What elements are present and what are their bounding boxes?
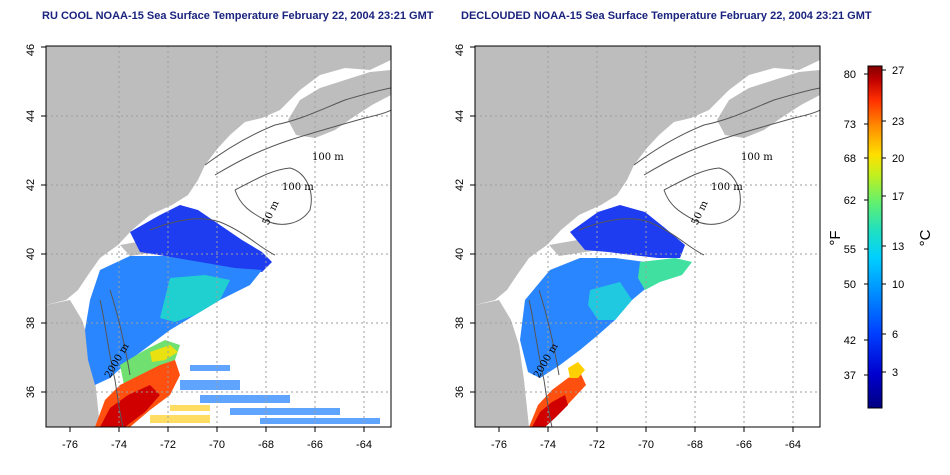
right-grid: [475, 46, 820, 427]
celsius-tick-label: 6: [892, 329, 898, 341]
left-lat-tick: 42: [25, 179, 37, 191]
right-land-mass: [475, 46, 820, 305]
right-shelf-water-cold: [570, 205, 685, 258]
left-y-axis: 36 38 40 42 44 46: [25, 44, 46, 398]
fahrenheit-tick-label: 55: [844, 244, 856, 256]
left-lon-tick: -72: [160, 439, 176, 451]
right-lon-tick: -64: [785, 439, 801, 451]
right-lon-tick: -70: [638, 439, 654, 451]
right-lon-tick: -68: [687, 439, 703, 451]
temperature-colorbar: 80 73 68 62 55 50 42 37 27 23 20 17 13 1…: [827, 65, 934, 409]
colorbar-celsius-ticks: 27 23 20 17 13 10 6 3: [882, 65, 904, 379]
celsius-tick-label: 10: [892, 279, 904, 291]
celsius-tick-label: 17: [892, 191, 904, 203]
right-y-axis: 36 38 40 42 44 46: [454, 44, 475, 398]
left-lat-tick: 46: [25, 44, 37, 56]
fahrenheit-tick-label: 80: [844, 69, 856, 81]
fahrenheit-tick-label: 73: [844, 119, 856, 131]
left-lon-tick: -76: [62, 439, 78, 451]
left-x-axis: -76 -74 -72 -70 -68 -66 -64: [62, 427, 372, 451]
right-map-title: DECLOUDED NOAA-15 Sea Surface Temperatur…: [461, 10, 872, 22]
left-contours: [99, 87, 391, 427]
right-contour-label-100m-b: 100 m: [711, 182, 743, 193]
right-slope-water-teal: [588, 282, 632, 320]
right-lat-tick: 36: [454, 386, 466, 398]
left-lon-tick: -74: [111, 439, 127, 451]
colorbar-fahrenheit-ticks: 80 73 68 62 55 50 42 37: [844, 69, 868, 382]
left-contour-label-100m-a: 100 m: [312, 152, 344, 163]
celsius-tick-label: 27: [892, 65, 904, 77]
left-lat-tick: 40: [25, 248, 37, 260]
right-lat-tick: 42: [454, 179, 466, 191]
left-lon-tick: -66: [307, 439, 323, 451]
colorbar-gradient: [867, 65, 883, 409]
left-contour-label-100m-b: 100 m: [282, 182, 314, 193]
celsius-unit-label: °C: [917, 229, 934, 246]
celsius-tick-label: 20: [892, 153, 904, 165]
right-contour-label-100m-a: 100 m: [741, 152, 773, 163]
fahrenheit-tick-label: 62: [844, 195, 856, 207]
right-sst-map: 100 m 100 m 50 m 2000 m -76 -74 -72 -70 …: [454, 44, 821, 451]
left-lat-tick: 36: [25, 386, 37, 398]
right-lon-tick: -72: [589, 439, 605, 451]
right-contours: [528, 87, 820, 427]
left-lon-tick: -70: [209, 439, 225, 451]
left-grid: [46, 46, 391, 427]
right-lon-tick: -66: [736, 439, 752, 451]
left-gulf-stream-hot: [100, 385, 160, 427]
right-gulf-stream-hot: [532, 395, 568, 427]
right-lat-tick: 46: [454, 44, 466, 56]
right-lat-tick: 40: [454, 248, 466, 260]
right-lat-tick: 44: [454, 110, 466, 122]
right-lon-tick: -76: [491, 439, 507, 451]
right-nova-scotia-land: [717, 70, 820, 138]
left-slope-water-teal: [160, 275, 230, 322]
right-map-frame: [474, 45, 821, 428]
left-map-frame: [45, 45, 392, 428]
left-nova-scotia-land: [288, 70, 391, 138]
fahrenheit-tick-label: 37: [844, 370, 856, 382]
right-delmarva-land: [475, 300, 529, 427]
celsius-tick-label: 3: [892, 367, 898, 379]
left-lon-tick: -68: [258, 439, 274, 451]
celsius-tick-label: 23: [892, 116, 904, 128]
celsius-tick-label: 13: [892, 241, 904, 253]
left-noise-warm: [150, 405, 210, 423]
left-lon-tick: -64: [356, 439, 372, 451]
left-delmarva-land: [46, 300, 100, 427]
left-sst-map: 100 m 100 m 50 m 2000 m -76 -74 -72 -70 …: [25, 44, 392, 451]
left-noise-pixels: [180, 365, 380, 424]
right-x-axis: -76 -74 -72 -70 -68 -66 -64: [491, 427, 801, 451]
left-lat-tick: 44: [25, 110, 37, 122]
fahrenheit-tick-label: 68: [844, 153, 856, 165]
fahrenheit-tick-label: 50: [844, 279, 856, 291]
fahrenheit-tick-label: 42: [844, 335, 856, 347]
left-map-title: RU COOL NOAA-15 Sea Surface Temperature …: [42, 10, 434, 22]
left-gulf-stream-yellow: [150, 345, 178, 362]
right-slope-water-green: [638, 258, 692, 290]
right-lon-tick: -74: [540, 439, 556, 451]
right-gulf-stream-yellow: [568, 362, 585, 378]
fahrenheit-unit-label: °F: [827, 230, 844, 245]
right-lat-tick: 38: [454, 317, 466, 329]
left-shelf-water-cold: [130, 205, 272, 272]
left-lat-tick: 38: [25, 317, 37, 329]
left-land-mass: [46, 46, 391, 305]
